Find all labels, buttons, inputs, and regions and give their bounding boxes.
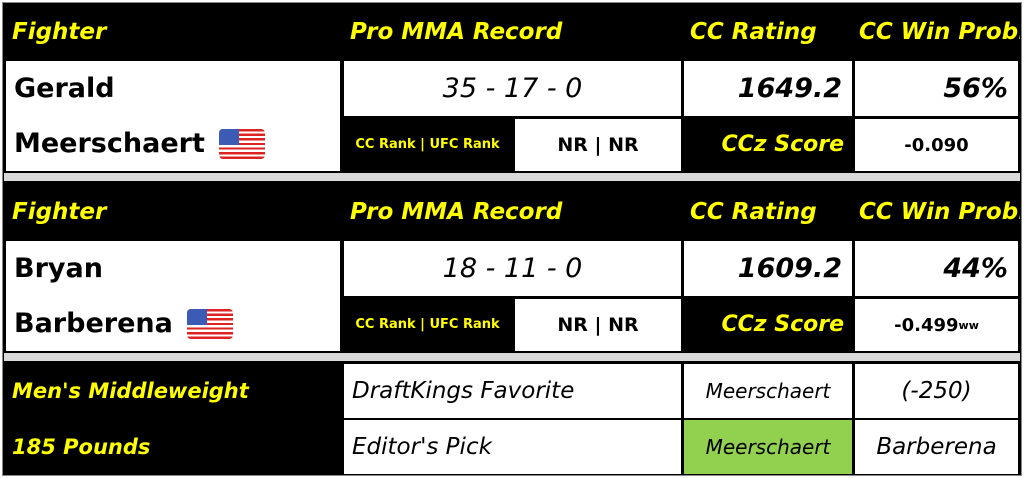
- ccz-value: -0.090: [855, 119, 1018, 171]
- header-record: Pro MMA Record: [342, 4, 681, 60]
- separator: [4, 353, 1020, 361]
- draftkings-favorite: Meerschaert: [684, 364, 852, 418]
- separator: [4, 173, 1020, 181]
- fighter-name: Bryan Barberena: [6, 241, 340, 351]
- header-fighter: Fighter: [4, 183, 341, 240]
- division: Men's Middleweight: [4, 363, 341, 418]
- editors-pick-other: Barberena: [855, 420, 1018, 474]
- us-flag-icon: [186, 308, 233, 339]
- header-rating: CC Rating: [682, 4, 852, 60]
- fighter-name: Gerald Meerschaert: [6, 61, 340, 171]
- rank-label: CC Rank | UFC Rank: [342, 117, 513, 171]
- ccz-value: -0.499 ww: [855, 299, 1018, 351]
- us-flag-icon: [218, 128, 265, 159]
- fighter-first-name: Gerald: [14, 73, 115, 104]
- record-value: 18 - 11 - 0: [344, 241, 681, 296]
- header-winprob: CC Win Prob.: [853, 4, 1020, 60]
- rating-value: 1609.2: [684, 241, 852, 296]
- rank-label: CC Rank | UFC Rank: [342, 297, 513, 351]
- editors-pick-label: Editor's Pick: [344, 420, 681, 474]
- record-value: 35 - 17 - 0: [344, 61, 681, 116]
- fighter-first-name: Bryan: [14, 253, 103, 284]
- rank-value: NR | NR: [515, 119, 681, 171]
- header-record: Pro MMA Record: [342, 183, 681, 240]
- ccz-label: CCz Score: [682, 117, 852, 171]
- ccz-sup: ww: [958, 318, 979, 332]
- header-fighter: Fighter: [4, 4, 341, 60]
- winprob-value: 56%: [855, 61, 1018, 116]
- ccz-number: -0.090: [904, 134, 969, 156]
- draftkings-odds: (-250): [855, 364, 1018, 418]
- ccz-label: CCz Score: [682, 297, 852, 351]
- ccz-number: -0.499: [894, 314, 959, 336]
- editors-pick-fighter: Meerschaert: [684, 420, 852, 474]
- rank-value: NR | NR: [515, 299, 681, 351]
- header-winprob: CC Win Prob.: [853, 183, 1020, 240]
- fighter-last-name: Barberena: [14, 308, 173, 339]
- draftkings-label: DraftKings Favorite: [344, 364, 681, 418]
- header-rating: CC Rating: [682, 183, 852, 240]
- weight-class: 185 Pounds: [4, 419, 341, 474]
- fighter-last-name: Meerschaert: [14, 128, 205, 159]
- winprob-value: 44%: [855, 241, 1018, 296]
- rating-value: 1649.2: [684, 61, 852, 116]
